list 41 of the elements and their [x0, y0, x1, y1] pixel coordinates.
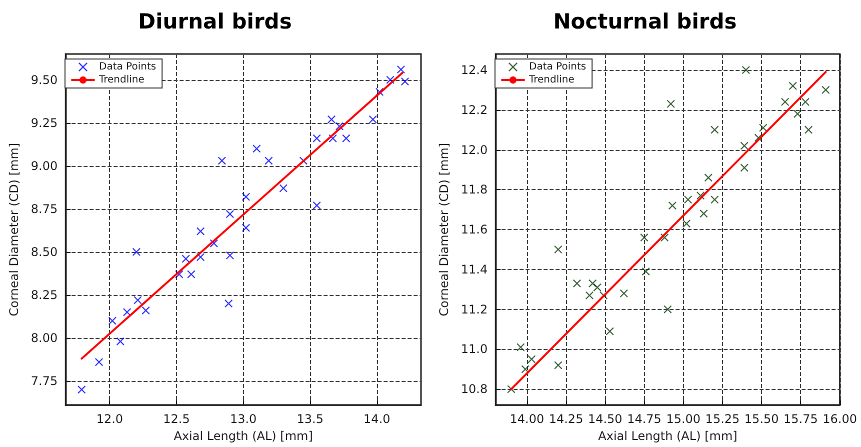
- y-tick-label: 8.00: [30, 330, 58, 345]
- y-tick-label: 7.75: [30, 374, 58, 388]
- y-tick-label: 12.0: [460, 142, 488, 157]
- x-tick-label: 15.25: [705, 412, 740, 426]
- legend-label: Trendline: [528, 74, 574, 86]
- y-tick-label: 9.25: [30, 116, 58, 130]
- y-tick-label: 11.6: [460, 222, 488, 237]
- y-axis-title: Corneal Diameter (CD) [mm]: [437, 142, 451, 316]
- y-tick-label: 8.50: [30, 244, 58, 259]
- legend-label: Trendline: [98, 74, 144, 86]
- y-tick-label: 9.50: [30, 72, 58, 87]
- y-tick-label: 9.00: [30, 158, 58, 173]
- y-tick-label: 11.0: [460, 342, 488, 356]
- y-tick-label: 12.2: [460, 102, 488, 117]
- x-axis-title: Axial Length (AL) [mm]: [598, 429, 738, 443]
- y-tick-label: 8.25: [30, 288, 58, 302]
- x-tick-label: 14.0: [364, 412, 390, 426]
- x-tick-label: 14.50: [588, 412, 622, 426]
- x-tick-label: 13.5: [296, 412, 324, 426]
- legend-label: Data Points: [99, 62, 156, 72]
- y-tick-label: 12.4: [460, 62, 488, 77]
- y-tick-label: 11.8: [460, 182, 488, 197]
- x-tick-label: 14.00: [510, 412, 544, 426]
- x-tick-label: 12.5: [163, 412, 190, 426]
- chart-title: Nocturnal birds: [553, 10, 737, 34]
- x-tick-label: 13.0: [230, 412, 257, 426]
- legend-label: Data Points: [529, 62, 586, 72]
- x-tick-label: 16.00: [822, 412, 858, 426]
- y-tick-label: 11.2: [460, 302, 488, 316]
- x-tick-label: 14.25: [548, 412, 584, 426]
- y-tick-label: 10.8: [460, 382, 488, 396]
- x-tick-label: 14.75: [627, 412, 662, 426]
- x-tick-label: 15.00: [666, 412, 701, 426]
- chart-title: Diurnal birds: [138, 10, 292, 34]
- x-axis-title: Axial Length (AL) [mm]: [174, 429, 313, 443]
- x-tick-label: 15.50: [744, 412, 779, 426]
- y-tick-label: 8.75: [30, 202, 58, 216]
- y-axis-title: Corneal Diameter (CD) [mm]: [7, 142, 21, 316]
- y-tick-label: 11.4: [460, 262, 488, 276]
- x-tick-label: 15.75: [784, 412, 818, 426]
- x-tick-label: 12.0: [96, 412, 124, 426]
